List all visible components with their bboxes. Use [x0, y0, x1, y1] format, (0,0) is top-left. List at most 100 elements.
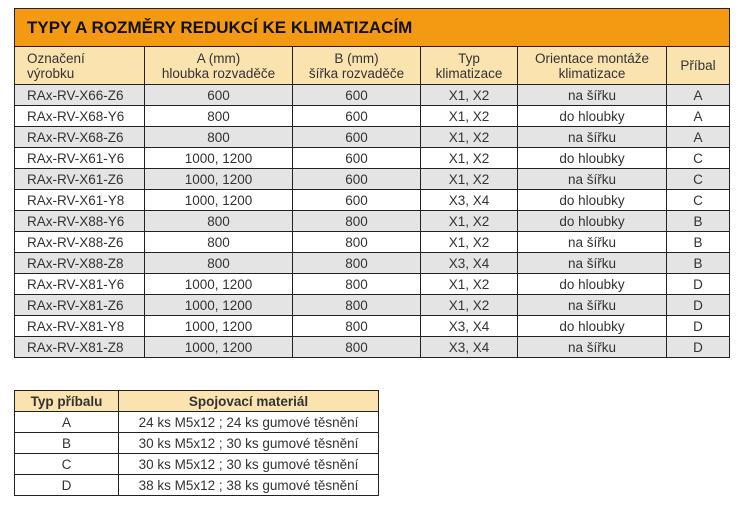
table-cell: 600: [292, 147, 421, 169]
table-cell: 1000, 1200: [144, 273, 293, 295]
table-cell: 1000, 1200: [144, 294, 293, 316]
table-cell: 800: [292, 315, 421, 337]
table-cell: A: [666, 105, 730, 127]
column-header: Typ příbalu: [14, 390, 119, 412]
table-cell: A: [666, 84, 730, 106]
table-row: RAx-RV-X61-Y6 1000, 1200 600 X1, X2 do hloub…: [14, 147, 730, 169]
table-cell: 800: [292, 210, 421, 232]
header-line: A (mm): [196, 50, 241, 66]
table-cell: 800: [292, 273, 421, 295]
table-cell: na šířku: [517, 84, 667, 106]
table-cell: C: [14, 453, 119, 475]
table-cell: X1, X2: [420, 210, 518, 232]
header-line: B (mm): [334, 50, 379, 66]
table-cell: 800: [144, 210, 293, 232]
header-line: klimatizace: [558, 65, 626, 81]
table-cell: RAx-RV-X61-Y6: [14, 147, 145, 169]
table-row: RAx-RV-X66-Z6 600 600 X1, X2 na šířku A: [14, 84, 730, 106]
column-header: Označení výrobku: [14, 46, 145, 85]
table-cell: 800: [144, 105, 293, 127]
table-cell: RAx-RV-X81-Z8: [14, 336, 145, 358]
table-cell: A: [666, 126, 730, 148]
table-row: RAx-RV-X81-Y6 1000, 1200 800 X1, X2 do hloub…: [14, 273, 730, 295]
table-cell: X1, X2: [420, 231, 518, 253]
table-cell: RAx-RV-X81-Y8: [14, 315, 145, 337]
table-cell: RAx-RV-X88-Z8: [14, 252, 145, 274]
table-cell: C: [666, 147, 730, 169]
table-row: RAx-RV-X81-Z8 1000, 1200 800 X3, X4 na šířku…: [14, 336, 730, 358]
table-cell: D: [666, 294, 730, 316]
table-cell: C: [666, 189, 730, 211]
table-cell: D: [14, 474, 119, 496]
table-cell: 1000, 1200: [144, 147, 293, 169]
table-row: RAx-RV-X88-Z6 800 800 X1, X2 na šířku B: [14, 231, 730, 253]
table-cell: RAx-RV-X88-Z6: [14, 231, 145, 253]
column-header: Typ klimatizace: [420, 46, 518, 85]
table-cell: do hloubky: [517, 189, 667, 211]
table-cell: B: [14, 432, 119, 454]
table-cell: X1, X2: [420, 168, 518, 190]
table-cell: X3, X4: [420, 315, 518, 337]
table-cell: 1000, 1200: [144, 336, 293, 358]
table-row: RAx-RV-X61-Y8 1000, 1200 600 X3, X4 do hloub…: [14, 189, 730, 211]
packaging-table: Typ příbalu Spojovací materiál A 24 ks M5x…: [14, 390, 379, 496]
table-cell: B: [666, 231, 730, 253]
table-cell: B: [666, 252, 730, 274]
table-cell: X3, X4: [420, 252, 518, 274]
column-header: Orientace montáže klimatizace: [517, 46, 667, 85]
table-cell: na šířku: [517, 168, 667, 190]
table-cell: 600: [144, 84, 293, 106]
table-cell: do hloubky: [517, 273, 667, 295]
table-cell: na šířku: [517, 294, 667, 316]
table-cell: 800: [292, 294, 421, 316]
table-cell: 600: [292, 168, 421, 190]
table-cell: RAx-RV-X61-Z6: [14, 168, 145, 190]
table-row: C 30 ks M5x12 ; 30 ks gumové těsnění: [14, 453, 379, 475]
table-cell: na šířku: [517, 252, 667, 274]
table-row: D 38 ks M5x12 ; 38 ks gumové těsnění: [14, 474, 379, 496]
table-cell: X1, X2: [420, 147, 518, 169]
table-cell: RAx-RV-X81-Z6: [14, 294, 145, 316]
table-cell: A: [14, 411, 119, 433]
table-row: B 30 ks M5x12 ; 30 ks gumové těsnění: [14, 432, 379, 454]
table-cell: 30 ks M5x12 ; 30 ks gumové těsnění: [118, 432, 379, 454]
table-cell: C: [666, 168, 730, 190]
table-row: RAx-RV-X81-Y8 1000, 1200 800 X3, X4 do hloub…: [14, 315, 730, 337]
table-cell: 1000, 1200: [144, 315, 293, 337]
table-title: TYPY A ROZMĚRY REDUKCÍ KE KLIMATIZACÍM: [14, 8, 730, 47]
header-line: Příbal: [680, 58, 716, 73]
table-cell: 38 ks M5x12 ; 38 ks gumové těsnění: [118, 474, 379, 496]
header-line: Typ: [458, 50, 480, 66]
table-cell: RAx-RV-X68-Y6: [14, 105, 145, 127]
table-cell: na šířku: [517, 231, 667, 253]
column-header: B (mm) šířka rozvaděče: [292, 46, 421, 85]
table-cell: RAx-RV-X66-Z6: [14, 84, 145, 106]
table-cell: 1000, 1200: [144, 189, 293, 211]
table-cell: 24 ks M5x12 ; 24 ks gumové těsnění: [118, 411, 379, 433]
table-cell: do hloubky: [517, 105, 667, 127]
table-row: RAx-RV-X88-Z8 800 800 X3, X4 na šířku B: [14, 252, 730, 274]
table-cell: D: [666, 273, 730, 295]
table-row: RAx-RV-X68-Y6 800 600 X1, X2 do hloubky A: [14, 105, 730, 127]
table-cell: RAx-RV-X61-Y8: [14, 189, 145, 211]
header-line: výrobku: [27, 65, 75, 81]
table-cell: 800: [144, 252, 293, 274]
table-cell: X1, X2: [420, 294, 518, 316]
table-cell: X3, X4: [420, 336, 518, 358]
table-cell: 800: [292, 336, 421, 358]
table-row: RAx-RV-X88-Y6 800 800 X1, X2 do hloubky B: [14, 210, 730, 232]
table-cell: 800: [292, 252, 421, 274]
table-cell: na šířku: [517, 336, 667, 358]
table-cell: RAx-RV-X68-Z6: [14, 126, 145, 148]
table-cell: do hloubky: [517, 315, 667, 337]
table-cell: do hloubky: [517, 147, 667, 169]
table-row: RAx-RV-X68-Z6 800 600 X1, X2 na šířku A: [14, 126, 730, 148]
table-cell: 800: [144, 126, 293, 148]
table-cell: 1000, 1200: [144, 168, 293, 190]
table-row: RAx-RV-X81-Z6 1000, 1200 800 X1, X2 na šířku…: [14, 294, 730, 316]
header-line: Orientace montáže: [534, 50, 650, 66]
table-cell: 800: [292, 231, 421, 253]
table-cell: 600: [292, 105, 421, 127]
table-cell: RAx-RV-X88-Y6: [14, 210, 145, 232]
table-row: RAx-RV-X61-Z6 1000, 1200 600 X1, X2 na šířku…: [14, 168, 730, 190]
